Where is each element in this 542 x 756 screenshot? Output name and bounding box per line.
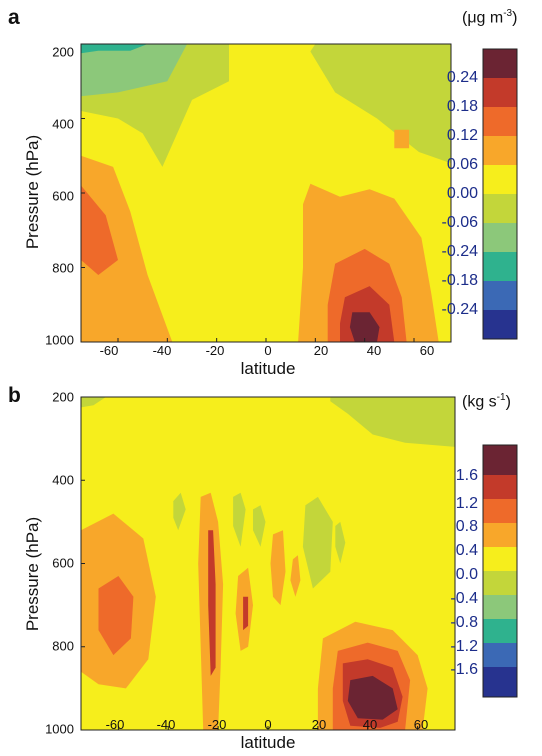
colorbar-label: 0.00 [446,185,478,202]
colorbar-swatch [483,223,517,252]
contour-region [98,576,134,656]
colorbar-swatch [483,165,517,194]
x-tick-label: -40 [156,717,176,732]
panel-label: b [8,384,21,407]
contour-region [302,496,333,589]
colorbar-swatch [483,523,517,547]
colorbar-label: 0.18 [446,98,478,115]
y-axis-label: Pressure (hPa) [23,516,42,632]
x-tick-label: 0 [264,343,272,358]
x-tick-label: 40 [362,717,378,732]
contour-region [349,312,380,342]
colorbar-label: -0.18 [441,272,478,289]
contour-region [270,530,286,606]
contour-region [81,44,148,54]
x-tick-label: -40 [152,343,172,358]
x-tick-label: -60 [105,717,125,732]
contour-region [81,397,106,408]
colorbar-label: 0.06 [446,156,478,173]
contour-region [81,44,188,97]
contour-plot-a [80,43,518,343]
contour-region [81,155,173,342]
contour-plot-b [80,396,518,731]
x-axis-label: latitude [240,359,296,378]
x-tick-label: 0 [264,717,272,732]
colorbar-swatch [483,547,517,571]
colorbar-frame [482,48,518,340]
colorbar-label: 0.0 [455,566,478,583]
colorbar-unit: (μg m-3) [462,8,518,27]
contour-region [208,530,216,676]
contour-region [335,521,346,564]
colorbar-label: 0.8 [455,518,478,535]
contour-region [253,505,266,547]
contour-region [243,596,249,631]
colorbar-swatch [483,49,517,78]
y-tick-label: 600 [52,188,74,204]
colorbar-swatch [483,252,517,281]
panel-b: b (kg s-1) Pressure (hPa) 200 400 600 80… [0,378,542,756]
colorbar-swatch [483,445,517,475]
contour-region [290,555,301,597]
y-axis-label: Pressure (hPa) [23,134,42,250]
x-tick-label: -20 [205,343,225,358]
x-tick-label: 60 [419,343,435,358]
colorbar-swatch [483,475,517,499]
x-tick-label: -20 [207,717,227,732]
x-axis-label: latitude [240,733,296,752]
contour-region [233,492,246,547]
contour-region [173,492,186,531]
colorbar-label: 1.6 [455,467,478,484]
colorbar-label: -0.24 [441,243,478,260]
colorbar-label: 1.2 [455,495,478,512]
colorbar-swatch [483,78,517,107]
colorbar-swatch [483,107,517,136]
colorbar-label: 0.24 [446,69,478,86]
panel-label: a [8,6,20,29]
colorbar-swatch [483,136,517,165]
contour-region [81,185,118,275]
x-tick-label: 40 [366,343,382,358]
colorbar-label: -0.8 [450,614,478,631]
contour-region [347,675,398,720]
colorbar-swatch [483,571,517,595]
colorbar-label: -0.24 [441,301,478,318]
y-tick-label: 800 [52,260,74,276]
y-tick-label: 400 [52,472,74,488]
colorbar-swatch [483,194,517,223]
colorbar-label: 0.12 [446,127,478,144]
x-tick-label: -60 [99,343,119,358]
y-tick-label: 1000 [45,721,74,737]
y-tick-label: 400 [52,116,74,132]
colorbar-swatch [483,595,517,619]
colorbar-label: 0.4 [455,542,478,559]
colorbar-label: -1.2 [450,638,478,655]
contour-region [394,129,410,149]
y-tick-label: 200 [52,44,74,60]
contour-region [330,397,455,447]
colorbar-label: -1.6 [450,661,478,678]
colorbar-frame [482,444,518,698]
colorbar-unit: (kg s-1) [462,392,511,411]
colorbar-swatch [483,499,517,523]
x-tick-label: 60 [413,717,429,732]
colorbar-swatch [483,643,517,667]
y-tick-label: 800 [52,638,74,654]
colorbar-swatch [483,619,517,643]
colorbar-label: -0.06 [441,214,478,231]
colorbar-swatch [483,310,517,339]
panel-a: a (μg m-3) Pressure (hPa) 200 400 600 80… [8,6,518,378]
colorbar-label: -0.4 [450,590,478,607]
x-tick-label: 20 [313,343,329,358]
y-tick-label: 600 [52,555,74,571]
y-tick-label: 200 [52,389,74,405]
y-tick-label: 1000 [45,332,74,348]
colorbar-swatch [483,667,517,697]
x-tick-label: 20 [311,717,327,732]
contour-region [310,44,451,164]
colorbar-swatch [483,281,517,310]
